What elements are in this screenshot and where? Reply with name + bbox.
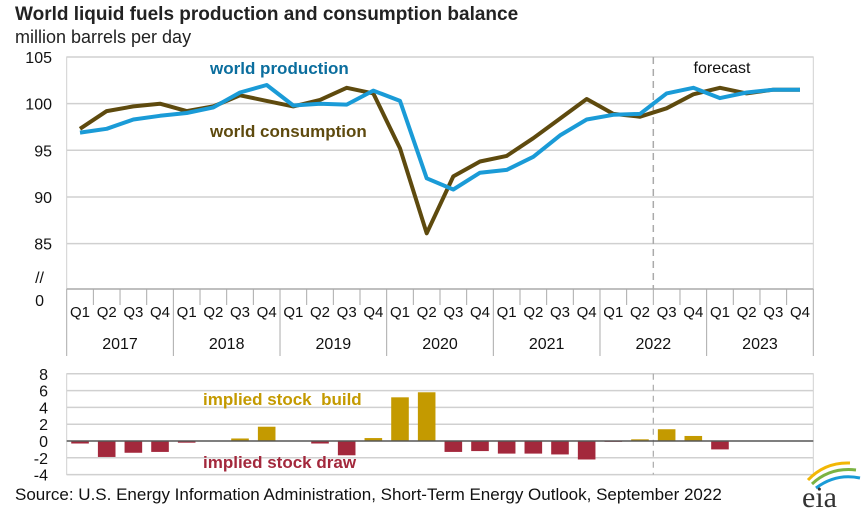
quarter-label: Q1 (497, 304, 517, 321)
consumption-label: world consumption (209, 122, 367, 141)
year-label: 2018 (209, 336, 245, 353)
quarter-label: Q2 (737, 304, 757, 321)
quarter-label: Q3 (337, 304, 357, 321)
chart-title: World liquid fuels production and consum… (15, 4, 518, 25)
y-tick-label: 8 (39, 367, 48, 384)
y-tick-label: 0 (39, 434, 48, 451)
bar (631, 439, 649, 441)
bar (124, 441, 143, 453)
quarter-label: Q4 (363, 304, 383, 321)
bar (657, 429, 676, 441)
forecast-label: forecast (694, 60, 751, 77)
quarter-label: Q1 (390, 304, 410, 321)
bottom-gridlines (66, 373, 814, 476)
y-tick-label: 0 (35, 293, 44, 310)
year-label: 2022 (636, 336, 672, 353)
quarter-label: Q2 (630, 304, 650, 321)
year-label: 2021 (529, 336, 565, 353)
quarter-label: Q3 (657, 304, 677, 321)
bar (497, 441, 516, 454)
quarter-label: Q2 (97, 304, 117, 321)
quarter-label: Q2 (310, 304, 330, 321)
y-tick-label: 95 (34, 143, 52, 160)
quarter-label: Q4 (790, 304, 810, 321)
y-tick-label: 105 (25, 50, 52, 67)
production-line (79, 83, 800, 192)
quarter-label: Q4 (470, 304, 490, 321)
bar (97, 441, 116, 457)
quarter-label: Q2 (203, 304, 223, 321)
quarter-label: Q3 (550, 304, 570, 321)
source-note: Source: U.S. Energy Information Administ… (15, 485, 722, 504)
bar (311, 441, 329, 444)
production-label: world production (209, 59, 349, 78)
quarter-label: Q1 (70, 304, 90, 321)
quarter-label: Q3 (230, 304, 250, 321)
quarter-label: Q4 (257, 304, 277, 321)
y-tick-label: 6 (39, 384, 48, 401)
bar (417, 392, 436, 441)
bar (337, 441, 356, 456)
svg-text:eia: eia (802, 481, 837, 514)
y-tick-label: // (35, 270, 44, 287)
quarter-label: Q1 (710, 304, 730, 321)
draw-label: implied stock draw (203, 453, 357, 472)
bar (471, 441, 489, 452)
quarter-label: Q2 (523, 304, 543, 321)
y-tick-label: 85 (34, 237, 52, 254)
year-label: 2020 (422, 336, 458, 353)
line-series (78, 83, 800, 236)
bar (684, 435, 703, 441)
bar (711, 441, 729, 450)
quarter-label: Q2 (417, 304, 437, 321)
y-tick-label: -4 (34, 468, 48, 485)
chart-subtitle: million barrels per day (15, 27, 191, 47)
y-tick-label: 100 (25, 97, 52, 114)
y-tick-label: 2 (39, 417, 48, 434)
year-label: 2019 (316, 336, 352, 353)
y-tick-label: 90 (34, 190, 52, 207)
y-tick-label: 4 (39, 400, 48, 417)
quarter-label: Q1 (603, 304, 623, 321)
bar (151, 441, 169, 452)
bar-series (66, 392, 814, 460)
quarter-label: Q4 (150, 304, 170, 321)
bar (177, 441, 196, 443)
quarter-label: Q4 (577, 304, 597, 321)
quarter-label: Q3 (123, 304, 143, 321)
quarter-label: Q1 (283, 304, 303, 321)
eia-logo: eia (802, 461, 861, 514)
bar (391, 397, 409, 441)
bar (257, 426, 276, 441)
top-y-axis: 105 100 95 90 85 // 0 (25, 50, 52, 310)
y-tick-label: -2 (34, 451, 48, 468)
quarter-label: Q1 (177, 304, 197, 321)
bar (551, 441, 569, 455)
bar (577, 441, 596, 460)
bar (71, 441, 89, 444)
bar (231, 438, 249, 441)
bar (444, 441, 463, 452)
quarter-label: Q4 (683, 304, 703, 321)
bar (364, 438, 383, 441)
consumption-line (78, 85, 800, 236)
build-label: implied stock build (203, 390, 362, 409)
year-label: 2023 (742, 336, 778, 353)
x-axis: Q1 Q2 Q3 Q4 Q1 Q2 Q3 Q4 Q1 Q2 Q3 Q4 Q1 Q2 Q3 Q4 Q1 Q2 Q3 Q4… (66, 288, 814, 356)
quarter-label: Q3 (443, 304, 463, 321)
bar (524, 441, 543, 454)
quarter-label: Q3 (763, 304, 783, 321)
year-label: 2017 (102, 336, 138, 353)
